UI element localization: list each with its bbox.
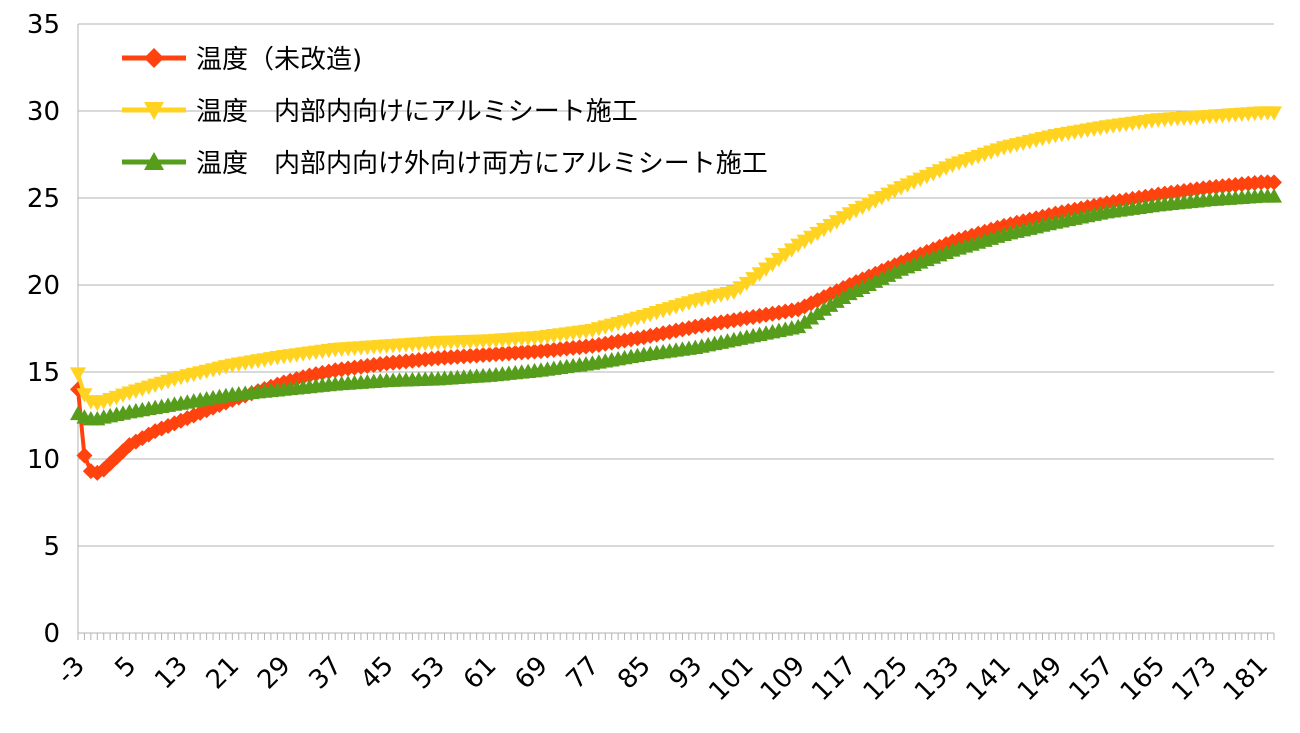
legend-swatch-marker	[144, 48, 164, 68]
y-tick-label: 20	[27, 271, 60, 301]
legend-swatch-marker	[144, 152, 164, 170]
data-point	[803, 310, 820, 325]
y-tick-label: 0	[43, 619, 60, 649]
x-tick-label: 173	[1166, 651, 1222, 707]
data-point	[809, 305, 826, 321]
x-tick-label: 13	[149, 651, 194, 696]
grid-lines	[78, 23, 1274, 634]
data-point	[76, 447, 93, 464]
data-point	[828, 293, 845, 308]
x-tick-label: 117	[806, 651, 862, 707]
x-tick-label: 29	[252, 651, 297, 696]
data-point	[1266, 106, 1282, 121]
data-point	[70, 367, 86, 382]
x-tick-label: 125	[858, 651, 914, 707]
data-point	[815, 301, 832, 316]
series-layer	[70, 106, 1282, 481]
x-tick-label: 157	[1063, 651, 1119, 707]
data-point	[822, 297, 839, 312]
x-tick-label: 45	[355, 651, 400, 696]
x-tick-label: 181	[1218, 651, 1274, 707]
x-tick-label: 133	[909, 651, 965, 707]
series-3	[70, 188, 1282, 426]
data-point	[835, 289, 852, 305]
x-tick-label: 69	[509, 651, 554, 696]
data-point	[796, 314, 813, 329]
x-tick-label: 37	[304, 651, 349, 696]
y-tick-label: 5	[43, 532, 60, 562]
y-tick-label: 15	[27, 358, 60, 388]
x-tick-label: 53	[406, 651, 451, 696]
legend-label: 温度（未改造)	[196, 45, 362, 75]
legend-item: 温度 内部内向け外向け両方にアルミシート施工	[122, 149, 768, 179]
x-tick-label: 5	[109, 651, 142, 684]
x-tick-label: 149	[1012, 651, 1068, 707]
x-tick-label: 61	[458, 651, 503, 696]
data-point	[1266, 174, 1282, 191]
y-tick-label: 35	[27, 10, 60, 40]
x-tick-label: 109	[755, 651, 811, 707]
x-tick-label: 141	[961, 651, 1017, 707]
x-tick-label: 93	[664, 651, 709, 696]
legend-label: 温度 内部内向けにアルミシート施工	[196, 97, 638, 127]
axes	[77, 24, 1275, 640]
data-point	[1266, 188, 1282, 203]
x-tick-label: 85	[612, 651, 657, 696]
x-tick-label: -3	[51, 651, 91, 691]
data-point	[790, 318, 807, 334]
y-tick-label: 30	[27, 97, 60, 127]
legend-item: 温度 内部内向けにアルミシート施工	[122, 97, 638, 127]
x-tick-labels: -3 5 13 21 29 37 45 53 61 69 77 85 93101109117125133…	[51, 651, 1274, 707]
x-tick-label: 165	[1115, 651, 1171, 707]
x-tick-label: 21	[201, 651, 246, 696]
y-tick-labels: 0 5 10 15 20 25 30 35	[27, 10, 60, 649]
data-point	[115, 443, 132, 460]
y-tick-label: 10	[27, 445, 60, 475]
x-tick-label: 101	[703, 651, 759, 707]
legend-item: 温度（未改造)	[122, 45, 362, 75]
x-tick-label: 77	[561, 651, 606, 696]
legend-label: 温度 内部内向け外向け両方にアルミシート施工	[196, 149, 768, 179]
legend-swatch-marker	[144, 102, 164, 120]
y-tick-label: 25	[27, 184, 60, 214]
series-2	[70, 106, 1282, 412]
